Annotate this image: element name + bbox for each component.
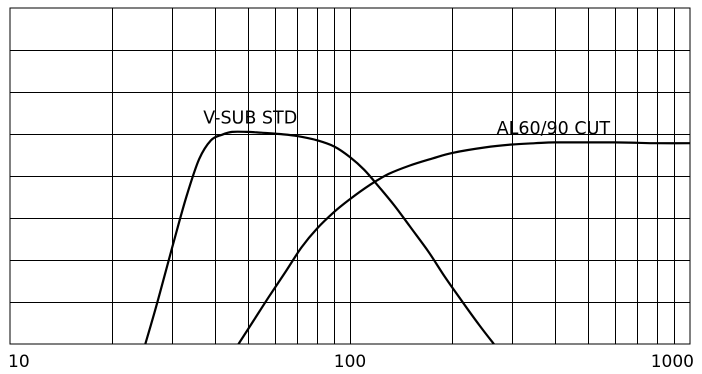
x-tick-label: 1000 xyxy=(651,352,694,372)
x-tick-labels: 10 100 1000 xyxy=(8,352,694,372)
series-line-v-sub-std xyxy=(144,130,495,344)
x-tick-label: 100 xyxy=(334,352,366,372)
grid xyxy=(10,8,690,344)
x-tick-label: 10 xyxy=(8,352,30,372)
plot-frame xyxy=(9,7,691,345)
series-label-al60-90-cut: AL60/90 CUT xyxy=(497,119,611,139)
series-labels: V-SUB STD AL60/90 CUT xyxy=(203,109,610,140)
series-label-v-sub-std: V-SUB STD xyxy=(203,109,297,129)
series-line-al60-90-cut xyxy=(237,141,690,344)
curves xyxy=(144,130,690,344)
